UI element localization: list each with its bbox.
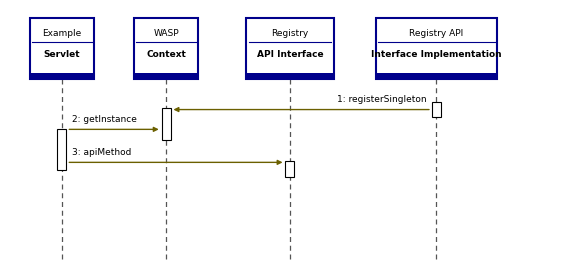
Text: 3: apiMethod: 3: apiMethod <box>72 148 131 157</box>
Bar <box>376 73 497 79</box>
Text: Example: Example <box>42 29 82 37</box>
Bar <box>376 18 497 79</box>
Bar <box>247 73 333 79</box>
Text: API Interface: API Interface <box>257 50 323 59</box>
Text: 2: getInstance: 2: getInstance <box>72 115 137 124</box>
Text: Registry: Registry <box>271 29 309 37</box>
Text: Interface Implementation: Interface Implementation <box>371 50 502 59</box>
Text: Registry API: Registry API <box>409 29 463 37</box>
Text: 1: registerSingleton: 1: registerSingleton <box>337 95 426 104</box>
Bar <box>134 73 198 79</box>
Bar <box>29 73 95 79</box>
Text: Context: Context <box>146 50 186 59</box>
Text: Servlet: Servlet <box>43 50 81 59</box>
Bar <box>432 102 441 117</box>
Bar <box>285 161 294 177</box>
Text: WASP: WASP <box>153 29 179 37</box>
Bar <box>134 18 198 79</box>
Bar <box>162 108 171 140</box>
Bar <box>247 18 333 79</box>
Bar <box>57 129 66 170</box>
Bar <box>29 18 95 79</box>
